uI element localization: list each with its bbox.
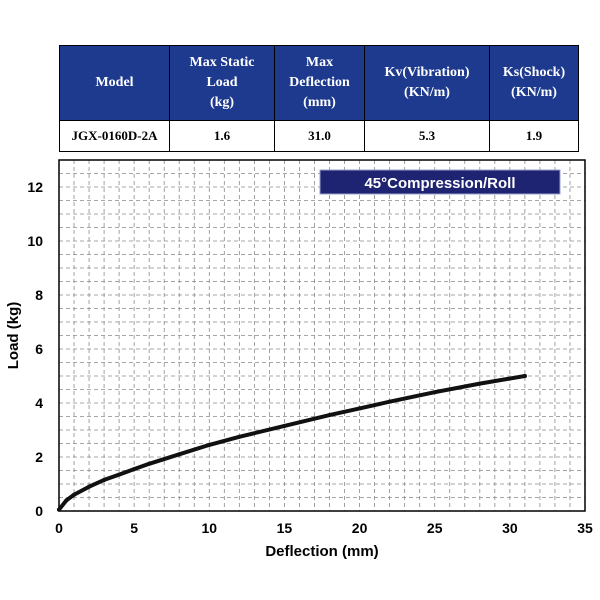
cell-ks: 1.9 [489,120,579,152]
curve-point [357,406,362,411]
curve-points [57,374,527,512]
curve-point [177,452,182,457]
y-axis-label: Load (kg) [5,302,22,370]
spec-header-row: Model Max Static Load (kg) Max Deflectio… [59,45,579,121]
tick-labels: 0 5 10 15 20 25 30 35 0 2 4 6 8 10 12 [27,179,593,536]
chart-badge: 45°Compression/Roll [319,169,561,195]
curve-point [132,467,137,472]
curve-point [282,423,287,428]
x-tick-label: 25 [427,520,443,536]
y-tick-label: 6 [35,341,43,357]
x-tick-label: 15 [277,520,293,536]
cell-model: JGX-0160D-2A [59,120,170,152]
y-tick-label: 2 [35,449,43,465]
cell-max-deflection: 31.0 [274,120,365,152]
cell-max-static-load: 1.6 [169,120,275,152]
y-tick-label: 12 [27,179,43,195]
x-tick-label: 20 [352,520,368,536]
cell-kv: 5.3 [364,120,490,152]
spec-data-row: JGX-0160D-2A 1.6 31.0 5.3 1.9 [59,120,579,152]
x-axis-label: Deflection (mm) [265,543,378,560]
curve-point [64,498,69,503]
y-tick-label: 4 [35,395,43,411]
header-model: Model [59,45,170,121]
badge-background [319,169,561,195]
x-tick-label: 10 [201,520,217,536]
curve-point [102,477,107,482]
badge-label: 45°Compression/Roll [364,175,515,192]
curve-point [117,472,122,477]
header-ks-shock: Ks(Shock) (KN/m) [489,45,579,121]
curve-point [477,381,482,386]
y-tick-label: 8 [35,287,43,303]
header-kv-vibration: Kv(Vibration) (KN/m) [364,45,490,121]
x-tick-label: 5 [130,520,138,536]
curve-point [237,434,242,439]
curve-point [57,507,61,512]
x-tick-label: 35 [577,520,593,536]
curve-point [87,484,92,489]
header-max-static-load: Max Static Load (kg) [169,45,275,121]
load-deflection-chart: 0 5 10 15 20 25 30 35 0 2 4 6 8 10 12 45°Compression/R… [5,159,593,560]
y-tick-label: 10 [27,233,43,249]
x-tick-label: 30 [502,520,518,536]
header-max-deflection: Max Deflection (mm) [274,45,365,121]
x-tick-label: 0 [55,520,63,536]
curve-point [432,390,437,395]
spec-table: Model Max Static Load (kg) Max Deflectio… [59,45,579,152]
curve-point [207,442,212,447]
chart-grid [59,160,585,511]
plot-frame [58,159,586,512]
curve-point [147,461,152,466]
curve-point [72,492,77,497]
load-curve-line [57,374,527,512]
y-tick-label: 0 [35,503,43,519]
curve-point [522,374,527,378]
curve-point [327,413,332,418]
curve-point [387,399,392,404]
